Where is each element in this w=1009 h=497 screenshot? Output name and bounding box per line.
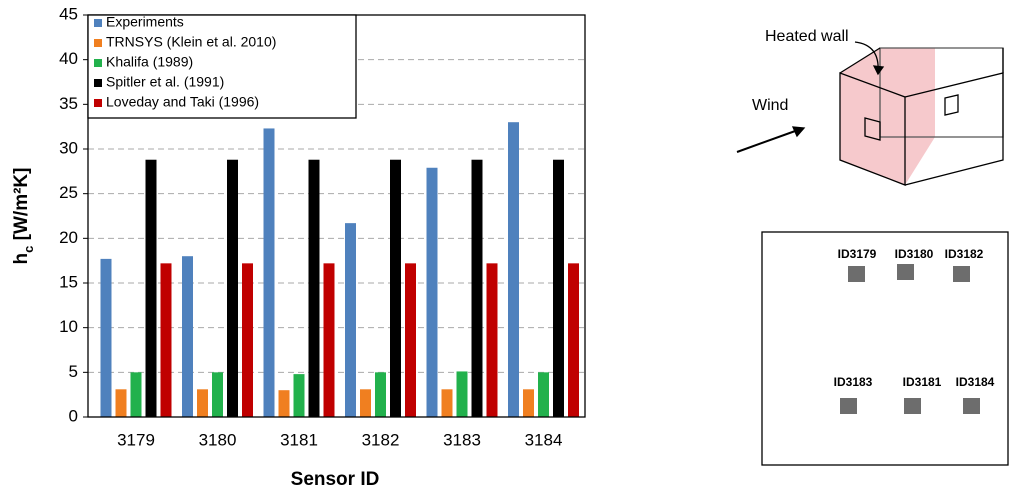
window — [944, 94, 959, 116]
legend-swatch — [94, 39, 102, 47]
wind-arrow — [736, 129, 799, 153]
x-tick-label: 3181 — [280, 430, 318, 449]
bar — [568, 263, 579, 417]
y-axis-title: hc [W/m²K] — [11, 168, 36, 265]
arrow-head — [872, 65, 885, 76]
bar — [553, 159, 564, 417]
legend-swatch — [94, 59, 102, 67]
bar — [405, 263, 416, 417]
y-tick-label: 20 — [59, 228, 78, 247]
y-tick-label: 0 — [69, 406, 78, 425]
bar — [182, 256, 193, 417]
heated-wall — [840, 48, 935, 185]
sensor — [897, 264, 914, 280]
legend-label: Loveday and Taki (1996) — [106, 94, 259, 110]
sensor-labels: ID3179 ID3180 ID3182 ID3183 ID3181 ID318… — [834, 247, 995, 389]
bar — [212, 372, 223, 417]
bar — [293, 374, 305, 417]
bar — [390, 159, 401, 417]
sensor — [904, 398, 921, 414]
x-tick-label: 3180 — [199, 430, 237, 449]
sensors — [840, 264, 980, 414]
x-tick-label: 3179 — [117, 430, 155, 449]
bar — [345, 223, 356, 417]
bar — [115, 389, 127, 417]
bar — [441, 389, 453, 417]
legend-swatch — [94, 19, 102, 27]
legend-label: TRNSYS (Klein et al. 2010) — [106, 34, 276, 50]
bar — [145, 159, 157, 417]
legend — [87, 14, 357, 119]
bar — [263, 128, 275, 417]
sensor — [963, 398, 980, 414]
sensor-label: ID3181 — [903, 375, 942, 389]
wind-label: Wind — [752, 97, 788, 114]
bar — [508, 122, 519, 417]
legend-label: Spitler et al. (1991) — [106, 74, 224, 90]
bar — [242, 263, 253, 417]
y-tick-label: 35 — [59, 94, 78, 113]
y-title-base: h — [11, 253, 32, 265]
y-tick-label: 30 — [59, 138, 78, 157]
y-title-unit: [W/m²K] — [11, 168, 32, 246]
sensor — [840, 398, 857, 414]
bar — [360, 389, 371, 417]
x-tick-label: 3183 — [443, 430, 481, 449]
window — [864, 117, 881, 141]
legend-label: Experiments — [106, 14, 184, 30]
y-tick-label: 10 — [59, 317, 78, 336]
x-tick-label: 3184 — [525, 430, 563, 449]
y-tick-label: 15 — [59, 272, 78, 291]
bar — [100, 258, 112, 417]
sensor — [953, 266, 970, 282]
legend-swatch — [94, 79, 102, 87]
y-tick-label: 5 — [69, 362, 78, 381]
bar — [523, 389, 534, 417]
x-axis-title: Sensor ID — [291, 469, 380, 490]
y-tick-label: 45 — [59, 4, 78, 23]
bar — [227, 159, 238, 417]
y-tick-label: 25 — [59, 183, 78, 202]
bar — [160, 263, 172, 417]
sensor-label: ID3180 — [895, 247, 934, 261]
bar — [197, 389, 208, 417]
arrow-head — [791, 126, 806, 138]
bar — [538, 372, 549, 417]
bar — [130, 372, 142, 417]
heated-wall-label: Heated wall — [765, 28, 849, 45]
sensor-label: ID3179 — [838, 247, 877, 261]
cube-edge — [904, 72, 1004, 186]
sensor-label: ID3182 — [945, 247, 984, 261]
bar — [426, 167, 438, 417]
sensor-panel — [761, 231, 1009, 466]
bar — [456, 371, 468, 417]
bar — [486, 263, 498, 417]
legend-label: Khalifa (1989) — [106, 54, 193, 70]
sensor — [848, 266, 865, 282]
x-tick-label: 3182 — [362, 430, 400, 449]
sensor-label: ID3183 — [834, 375, 873, 389]
legend-swatch — [94, 99, 102, 107]
bar — [323, 263, 335, 417]
bar — [278, 390, 290, 417]
building-diagram — [736, 41, 1004, 186]
sensor-label: ID3184 — [956, 375, 995, 389]
bar — [471, 159, 483, 417]
y-tick-label: 40 — [59, 49, 78, 68]
bar — [375, 372, 386, 417]
y-title-sub: c — [21, 246, 36, 253]
bar — [308, 159, 320, 417]
